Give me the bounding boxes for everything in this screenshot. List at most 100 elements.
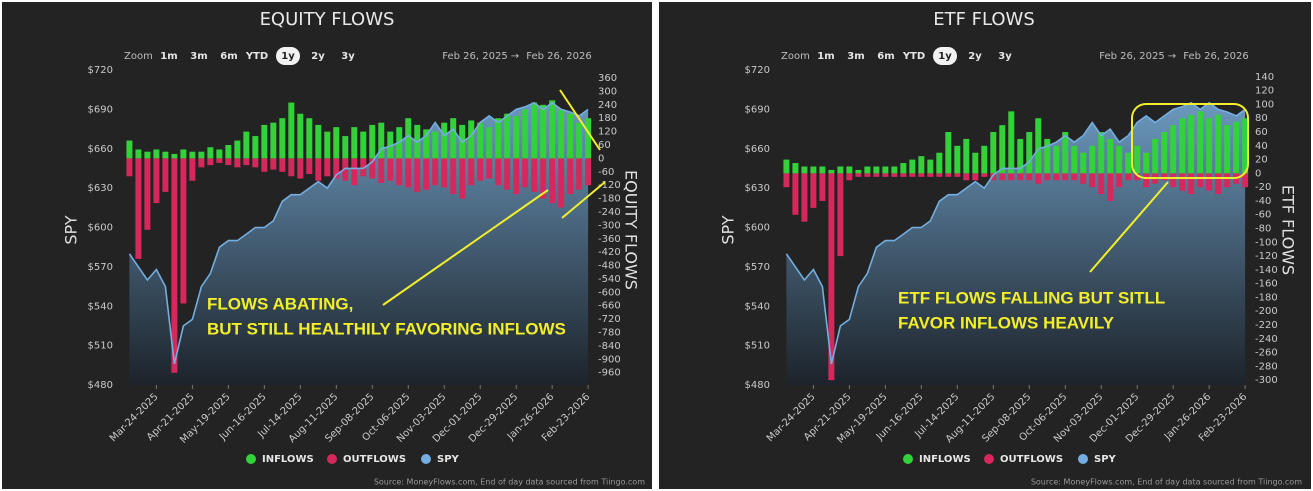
flow-bar xyxy=(1161,173,1168,181)
flow-bar xyxy=(927,173,934,177)
y2-tick-label: -60 xyxy=(1255,210,1271,221)
y2-tick-label: -900 xyxy=(598,354,621,365)
flow-bar xyxy=(900,173,907,177)
flow-bar xyxy=(135,158,142,259)
flow-bar xyxy=(531,158,538,192)
chart-title: ETF FLOWS xyxy=(933,9,1035,30)
flow-bar xyxy=(990,173,997,181)
zoom-button[interactable]: 1y xyxy=(281,51,295,62)
legend-label[interactable]: OUTFLOWS xyxy=(1000,454,1063,465)
flow-bar xyxy=(1134,145,1141,174)
y2-tick-label: 240 xyxy=(598,100,617,111)
y2-tick-label: 120 xyxy=(598,127,617,138)
y2-tick-label: -300 xyxy=(1255,375,1278,386)
flow-bar xyxy=(945,132,952,174)
y2-tick-label: -300 xyxy=(598,220,621,231)
flow-bar xyxy=(792,163,799,174)
flow-bar xyxy=(990,132,997,174)
zoom-button-selected[interactable] xyxy=(933,47,957,65)
flow-bar xyxy=(342,158,349,181)
zoom-button[interactable]: YTD xyxy=(245,51,268,62)
zoom-button[interactable]: 6m xyxy=(220,51,237,62)
y2-tick-label: -960 xyxy=(598,368,621,379)
y2-tick-label: -80 xyxy=(1255,224,1271,235)
flow-bar xyxy=(477,158,484,181)
flow-bar xyxy=(1089,145,1096,174)
y2-tick-label: -40 xyxy=(1255,196,1271,207)
legend-marker[interactable] xyxy=(421,454,431,464)
flow-bar xyxy=(198,158,205,168)
legend-label[interactable]: INFLOWS xyxy=(262,454,314,465)
flow-bar xyxy=(1026,173,1033,181)
flow-bar xyxy=(126,158,133,177)
zoom-button[interactable]: 1y xyxy=(938,51,952,62)
range-arrow: → xyxy=(511,51,519,62)
legend-label[interactable]: SPY xyxy=(1094,454,1117,465)
y2-tick-label: -180 xyxy=(1255,292,1278,303)
flow-bar xyxy=(1170,125,1177,174)
range-start: Feb 26, 2025 xyxy=(442,51,507,62)
legend-marker[interactable] xyxy=(1078,454,1088,464)
flow-bar xyxy=(1143,152,1150,174)
source-note: Source: MoneyFlows.com, End of day data … xyxy=(1031,478,1302,487)
flow-bar xyxy=(1053,173,1060,181)
flow-bar xyxy=(180,158,187,304)
flow-bar xyxy=(135,149,142,159)
flow-bar xyxy=(513,115,520,159)
y-tick-label: $660 xyxy=(88,144,113,155)
flow-bar xyxy=(1179,173,1186,191)
flow-bar xyxy=(576,158,583,190)
flow-bar xyxy=(1215,114,1222,174)
zoom-button[interactable]: 3y xyxy=(341,51,355,62)
zoom-label: Zoom xyxy=(124,51,153,62)
flow-bar xyxy=(810,166,817,174)
flow-bar xyxy=(522,109,529,159)
y-tick-label: $570 xyxy=(745,262,770,273)
zoom-button-selected[interactable] xyxy=(276,47,300,65)
y2-tick-label: -420 xyxy=(598,247,621,258)
flow-bar xyxy=(144,151,151,159)
zoom-button[interactable]: 3m xyxy=(847,51,864,62)
zoom-button[interactable]: YTD xyxy=(902,51,925,62)
flow-bar xyxy=(495,118,502,159)
y-tick-label: $570 xyxy=(88,262,113,273)
zoom-button[interactable]: 2y xyxy=(968,51,982,62)
flow-bar xyxy=(261,124,268,159)
flow-bar xyxy=(198,151,205,159)
zoom-button[interactable]: 3y xyxy=(998,51,1012,62)
legend-marker[interactable] xyxy=(246,454,256,464)
flow-bar xyxy=(1116,173,1123,188)
annotation: FLOWS ABATING, xyxy=(207,294,353,313)
flow-bar xyxy=(585,158,592,186)
y2-tick-label: 60 xyxy=(598,140,611,151)
flow-bar xyxy=(1035,173,1042,184)
flow-bar xyxy=(279,158,286,172)
flow-bar xyxy=(567,113,574,159)
legend-marker[interactable] xyxy=(903,454,913,464)
legend-marker[interactable] xyxy=(327,454,337,464)
flow-bar xyxy=(531,102,538,159)
flow-bar xyxy=(252,136,259,159)
y2-tick-label: 20 xyxy=(1255,155,1268,166)
zoom-button[interactable]: 3m xyxy=(190,51,207,62)
flow-bar xyxy=(225,158,232,166)
flow-bar xyxy=(486,127,493,159)
y-tick-label: $690 xyxy=(745,104,770,115)
zoom-button[interactable]: 1m xyxy=(160,51,177,62)
flow-bar xyxy=(153,149,160,159)
flow-bar xyxy=(882,166,889,174)
zoom-button[interactable]: 6m xyxy=(877,51,894,62)
zoom-button[interactable]: 2y xyxy=(311,51,325,62)
spy-line xyxy=(128,101,589,365)
legend-label[interactable]: OUTFLOWS xyxy=(343,454,406,465)
y-axis-label: SPY xyxy=(719,215,738,244)
legend-label[interactable]: SPY xyxy=(437,454,460,465)
y2-tick-label: 60 xyxy=(1255,127,1268,138)
legend-label[interactable]: INFLOWS xyxy=(919,454,971,465)
flow-bar xyxy=(369,158,376,179)
flow-bar xyxy=(297,113,304,159)
zoom-button[interactable]: 1m xyxy=(817,51,834,62)
legend-marker[interactable] xyxy=(984,454,994,464)
flow-bar xyxy=(414,158,421,192)
flow-bar xyxy=(891,166,898,174)
